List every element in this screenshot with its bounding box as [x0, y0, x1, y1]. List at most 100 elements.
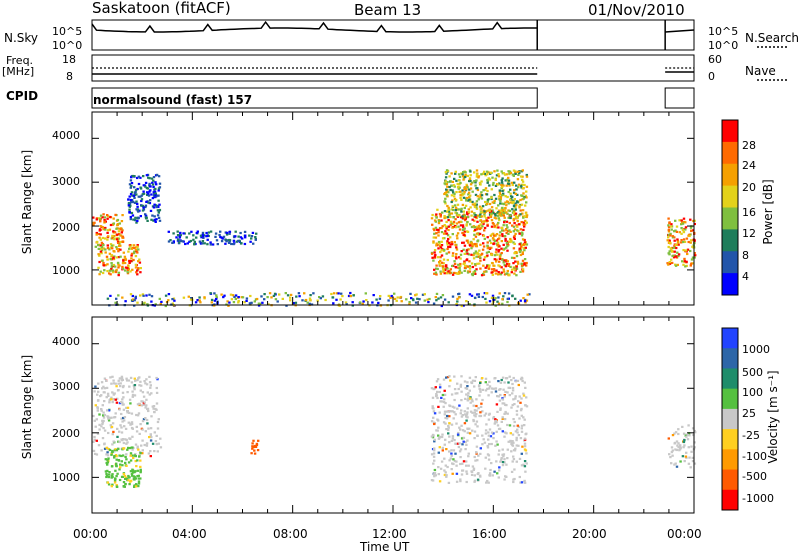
power-cell — [117, 230, 121, 233]
velocity-cell — [452, 462, 455, 466]
power-cell — [108, 272, 111, 275]
power-cell — [512, 169, 516, 172]
velocity-cell — [123, 474, 127, 478]
velocity-cell — [470, 398, 474, 401]
velocity-cell — [137, 482, 141, 485]
velocity-cell — [150, 415, 153, 418]
velocity-cell — [455, 472, 459, 475]
power-cell — [515, 255, 519, 258]
velocity-cell — [101, 419, 104, 422]
velocity-cell — [460, 415, 464, 418]
power-cell — [486, 180, 490, 183]
power-cell — [164, 304, 167, 308]
velocity-cell — [521, 445, 524, 448]
power-cell — [416, 297, 419, 300]
velocity-cell — [503, 458, 506, 461]
freq-unit: [MHz] — [2, 65, 35, 78]
power-cell — [224, 242, 227, 245]
power-cell — [456, 214, 459, 217]
power-cell — [426, 298, 429, 301]
power-cell — [432, 240, 435, 243]
velocity-cell — [436, 418, 439, 421]
power-cell — [389, 296, 392, 299]
power-cell — [433, 251, 436, 254]
velocity-cell — [441, 449, 444, 452]
power-cell — [689, 218, 692, 221]
velocity-cell — [678, 449, 681, 452]
power-cell — [106, 214, 109, 217]
power-cell — [449, 220, 453, 223]
power-cell — [668, 262, 672, 265]
power-cell — [259, 302, 262, 305]
power-cell — [514, 260, 517, 263]
velocity-cell — [106, 461, 109, 464]
velocity-cell — [523, 465, 527, 468]
power-cell — [694, 254, 697, 257]
power-cell — [154, 303, 157, 306]
power-cell — [458, 175, 462, 178]
power-cell — [148, 293, 151, 296]
velocity-cell — [686, 438, 690, 441]
power-cell — [506, 272, 509, 275]
power-cell — [480, 227, 483, 230]
power-cell — [478, 262, 481, 265]
velocity-cell — [440, 460, 444, 463]
power-cell — [110, 255, 113, 258]
power-cell — [482, 245, 486, 248]
velocity-ytick-4000: 4000 — [52, 335, 80, 348]
velocity-cell — [133, 386, 136, 389]
power-cell — [113, 234, 116, 238]
velocity-cell — [686, 433, 690, 437]
power-cell — [689, 241, 692, 244]
vel-cb-tick-neg1000: -1000 — [742, 492, 774, 505]
power-cell — [196, 230, 199, 233]
power-cell — [680, 232, 683, 235]
velocity-cell — [519, 481, 522, 484]
power-cell — [512, 230, 515, 233]
velocity-cell — [121, 401, 124, 404]
power-cell — [107, 235, 110, 238]
power-cell — [690, 258, 694, 261]
power-cell — [514, 216, 518, 219]
power-cell — [483, 237, 486, 240]
power-cell — [502, 270, 506, 273]
power-cell — [243, 301, 246, 304]
power-cell — [120, 220, 124, 223]
velocity-cell — [503, 412, 506, 415]
velocity-cell — [495, 421, 498, 424]
velocity-cell — [111, 401, 114, 404]
power-cell — [151, 197, 155, 200]
power-cell — [177, 238, 180, 241]
power-cell — [109, 223, 113, 227]
power-cell — [519, 253, 523, 257]
power-cell — [324, 298, 327, 302]
velocity-cell — [687, 446, 690, 449]
power-cell — [335, 298, 338, 301]
power-cell — [453, 192, 456, 195]
power-cell — [491, 273, 494, 276]
power-cell — [508, 209, 512, 212]
power-cell — [525, 196, 528, 199]
velocity-cell — [149, 433, 152, 436]
power-cell — [458, 267, 461, 270]
power-cell — [680, 239, 683, 242]
power-cell — [129, 204, 132, 207]
velocity-cell — [130, 472, 134, 476]
velocity-cell — [130, 426, 134, 430]
power-cell — [523, 243, 527, 246]
velocity-cell — [122, 485, 125, 488]
power-cell — [473, 296, 477, 299]
velocity-cell — [251, 447, 254, 450]
velocity-cell — [440, 396, 443, 399]
power-cell — [147, 201, 150, 204]
velocity-cell — [101, 387, 104, 390]
velocity-cell — [96, 432, 100, 435]
velocity-cell — [685, 451, 688, 454]
power-cell — [154, 181, 157, 184]
vel-cb-tick-neg500: -500 — [742, 470, 767, 483]
power-cell — [480, 215, 483, 218]
power-cell — [198, 299, 201, 302]
velocity-cell — [512, 458, 516, 461]
power-cell — [495, 174, 499, 177]
power-cell — [671, 250, 674, 253]
